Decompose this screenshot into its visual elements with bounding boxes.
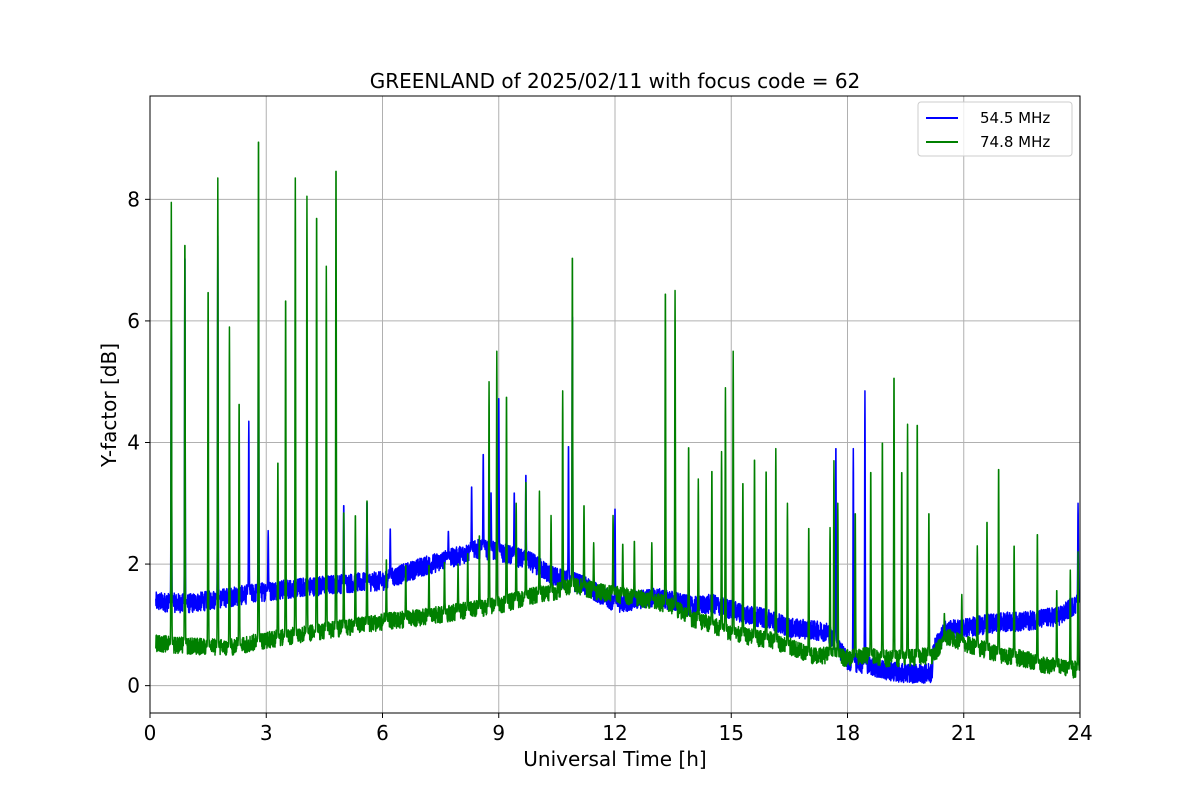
chart-title: GREENLAND of 2025/02/11 with focus code … [370, 69, 861, 93]
plot-area [155, 141, 1080, 684]
x-tick-label: 18 [835, 721, 860, 745]
x-tick-label: 15 [719, 721, 744, 745]
legend-entry-2: 74.8 MHz [980, 133, 1050, 151]
x-axis-label: Universal Time [h] [523, 747, 706, 771]
x-tick-label: 3 [260, 721, 273, 745]
y-tick-label: 4 [127, 430, 140, 454]
y-tick-label: 8 [127, 187, 140, 211]
x-tick-label: 9 [492, 721, 505, 745]
x-tick-label: 24 [1067, 721, 1092, 745]
y-tick-label: 6 [127, 309, 140, 333]
y-tick-label: 2 [127, 552, 140, 576]
x-tick-label: 6 [376, 721, 389, 745]
series-line-2 [155, 141, 1080, 679]
x-tick-label: 21 [951, 721, 976, 745]
x-tick-label: 12 [602, 721, 627, 745]
x-tick-label: 0 [144, 721, 157, 745]
y-tick-label: 0 [127, 674, 140, 698]
y-axis-label: Y-factor [dB] [97, 343, 121, 468]
legend: 54.5 MHz 74.8 MHz [917, 101, 1073, 157]
legend-entry-1: 54.5 MHz [980, 109, 1050, 127]
